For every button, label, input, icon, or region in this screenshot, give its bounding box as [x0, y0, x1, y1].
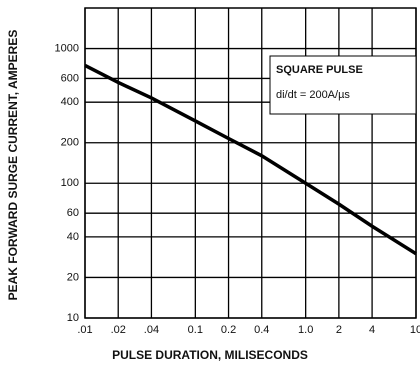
y-tick-label: 200 [61, 137, 79, 149]
annotation: SQUARE PULSE [276, 64, 363, 76]
x-tick-label: 1.0 [298, 324, 313, 336]
x-tick-label: .02 [111, 324, 126, 336]
x-tick-label: 10 [410, 324, 420, 336]
x-tick-label: 0.2 [221, 324, 236, 336]
x-tick-label: .04 [144, 324, 159, 336]
annotation: di/dt = 200A/µs [276, 89, 350, 101]
y-tick-label: 40 [67, 231, 79, 243]
y-tick-label: 60 [67, 207, 79, 219]
y-tick-label: 1000 [55, 42, 79, 54]
x-tick-label: 2 [336, 324, 342, 336]
y-axis-label: PEAK FORWARD SURGE CURRENT, AMPERES [6, 30, 20, 301]
x-tick-label: .01 [77, 324, 92, 336]
y-tick-label: 100 [61, 177, 79, 189]
x-tick-label: 0.1 [188, 324, 203, 336]
x-tick-label: 4 [369, 324, 375, 336]
plot-frame [84, 7, 417, 319]
data-line [84, 63, 417, 256]
y-tick-label: 20 [67, 271, 79, 283]
x-axis-label: PULSE DURATION, MILISECONDS [112, 348, 308, 362]
y-tick-label: 400 [61, 96, 79, 108]
y-tick-label: 10 [67, 312, 79, 324]
x-tick-label: 0.4 [254, 324, 269, 336]
annotation-box [269, 55, 417, 115]
y-tick-label: 600 [61, 72, 79, 84]
